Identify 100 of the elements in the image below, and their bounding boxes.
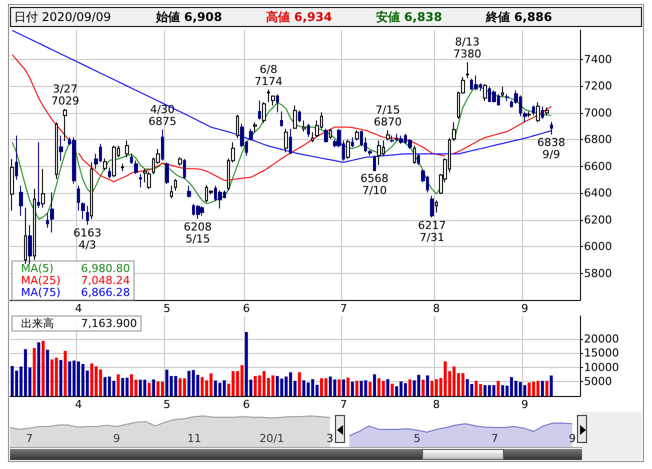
candlestick <box>280 111 283 128</box>
bar <box>382 380 385 396</box>
bar <box>311 379 314 396</box>
bar <box>350 382 354 396</box>
candlestick <box>373 155 376 172</box>
x-tick-label: 9 <box>568 432 576 445</box>
annotation: 6,866.28 <box>81 286 130 299</box>
x-tick-label: 20/1 <box>259 432 284 445</box>
candlestick <box>390 135 394 143</box>
bar <box>501 385 504 396</box>
bar <box>54 358 58 396</box>
annotation: 8/13 7380 <box>453 36 482 61</box>
bar <box>390 384 394 396</box>
candlestick <box>351 136 354 148</box>
bar <box>333 379 336 396</box>
bar <box>324 378 328 396</box>
candlestick <box>10 158 14 212</box>
bar <box>355 380 358 396</box>
candlestick <box>408 138 412 150</box>
y-tick-label: 7200 <box>584 80 612 93</box>
y-tick-label: 6000 <box>584 240 612 254</box>
candlestick <box>125 140 129 158</box>
x-tick-label: 7 <box>340 302 348 315</box>
text: MA(25) <box>21 274 61 287</box>
y-tick-label: 6800 <box>584 133 612 146</box>
x-tick-label: 9 <box>113 432 120 445</box>
candlestick <box>258 100 261 120</box>
bar <box>178 378 182 396</box>
candlestick <box>413 145 416 164</box>
x-tick-label: 4 <box>74 302 82 315</box>
bar <box>360 380 363 396</box>
candlestick <box>298 110 301 123</box>
y-tick-label: 10000 <box>584 360 619 374</box>
candlestick <box>130 153 133 164</box>
bar <box>474 380 478 396</box>
bar <box>64 350 67 396</box>
candlestick <box>253 122 257 133</box>
candlestick <box>545 107 549 116</box>
candlestick <box>134 160 138 174</box>
candlestick <box>161 129 164 162</box>
y-tick-label: 15000 <box>584 346 619 360</box>
bar <box>200 377 204 396</box>
bar <box>116 374 120 396</box>
candlestick <box>147 171 151 190</box>
bar <box>276 376 279 396</box>
annotation: 3/27 7029 <box>51 82 80 108</box>
x-tick-label: 4 <box>74 398 82 411</box>
candlestick <box>63 108 67 142</box>
bar <box>496 380 500 396</box>
bar <box>254 376 257 396</box>
y-tick-label: 5000 <box>584 375 612 388</box>
bar <box>298 372 301 396</box>
bar <box>10 366 14 396</box>
x-tick-label: 6 <box>242 398 250 411</box>
x-tick-label: 6 <box>242 302 250 315</box>
candlestick <box>77 185 80 211</box>
candlestick <box>139 173 142 188</box>
bar <box>545 380 548 396</box>
candlestick <box>527 111 531 118</box>
y-tick-label: 5800 <box>584 266 612 280</box>
annotation: 7,163.900 <box>81 317 137 330</box>
y-tick-label: 6600 <box>584 160 612 173</box>
y-tick-label: 20000 <box>584 332 619 346</box>
x-tick-label: 5 <box>163 302 170 315</box>
candlestick <box>200 206 204 216</box>
bar <box>426 375 430 396</box>
candlestick <box>346 139 350 160</box>
candlestick <box>399 135 403 144</box>
x-tick-label: 7 <box>491 432 498 445</box>
bar <box>271 375 274 396</box>
annotation: 6838 9/9 <box>537 136 566 162</box>
candlestick <box>178 156 182 166</box>
candlestick <box>81 202 85 220</box>
candlestick <box>41 168 45 208</box>
candlestick <box>276 94 279 113</box>
x-tick-label: 7 <box>26 432 33 445</box>
text: 終値 6,886 <box>486 9 552 26</box>
bar <box>121 378 124 396</box>
annotation: 6,980.80 <box>81 262 130 275</box>
bar <box>528 382 531 396</box>
bar <box>492 385 496 396</box>
bar <box>68 361 72 396</box>
candlestick <box>329 128 332 140</box>
bar <box>404 383 407 396</box>
annotation: 6217 7/31 <box>418 219 446 244</box>
text: MA(75) <box>21 286 61 299</box>
bar <box>306 382 310 396</box>
bar <box>466 379 469 396</box>
candlestick <box>59 135 63 162</box>
candlestick <box>174 178 177 192</box>
bar <box>444 361 447 396</box>
bar <box>523 385 526 396</box>
candlestick <box>289 128 292 154</box>
candlestick <box>302 120 306 132</box>
annotation: 4/30 6875 <box>148 103 176 128</box>
candlestick <box>466 62 469 79</box>
candlestick <box>483 84 487 102</box>
bar <box>160 382 164 396</box>
y-tick-label: 6400 <box>584 186 612 200</box>
candlestick <box>452 122 456 142</box>
